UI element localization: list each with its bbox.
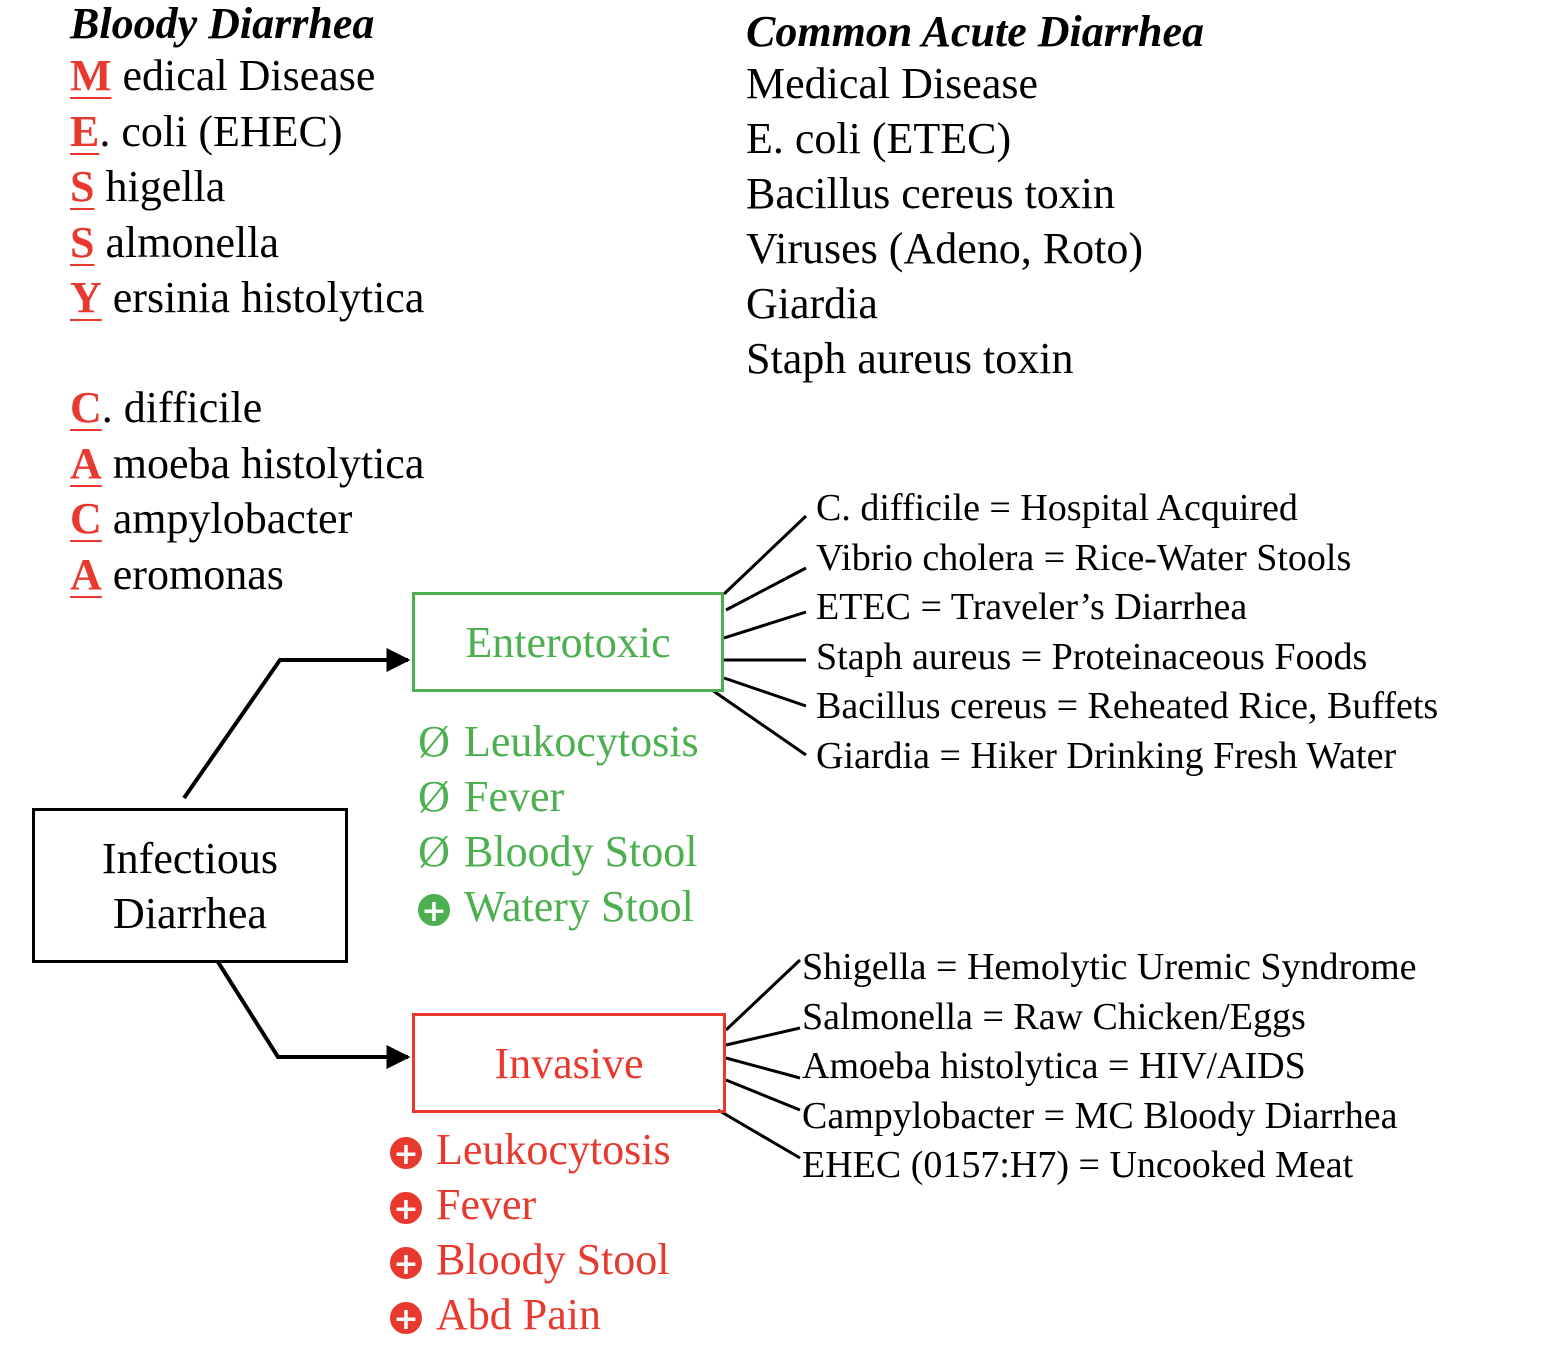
feature-label: Fever <box>436 1180 537 1229</box>
feature-label: Fever <box>464 772 565 821</box>
invasive-fan-lines <box>717 958 802 1160</box>
feature-item: + Fever <box>384 1177 671 1232</box>
mnemonic-item: S higella <box>70 162 226 211</box>
enterotoxic-fan-lines <box>711 514 808 757</box>
feature-label: Watery Stool <box>464 882 694 931</box>
enterotoxic-label: Enterotoxic <box>465 617 671 667</box>
list-item: Viruses (Adeno, Roto) <box>746 224 1143 273</box>
mnemonic-item: S almonella <box>70 217 279 267</box>
association-item: C. difficile = Hospital Acquired <box>816 487 1298 529</box>
list-item: E. coli (ETEC) <box>746 114 1012 163</box>
feature-item: Ø Bloody Stool <box>412 824 699 879</box>
absent-symbol: Ø <box>418 772 450 821</box>
list-item: Staph aureus toxin <box>746 334 1074 383</box>
invasive-box: Invasive <box>412 1013 726 1113</box>
invasive-features: + Leukocytosis + Fever + Bloody Stool + … <box>384 1122 671 1342</box>
infectious-diarrhea-box: Infectious Diarrhea <box>32 808 348 963</box>
root-label-line-2: Diarrhea <box>113 888 267 938</box>
plus-icon: + <box>418 894 450 928</box>
association-item: Bacillus cereus = Reheated Rice, Buffets <box>816 685 1439 727</box>
feature-label: Bloody Stool <box>436 1235 670 1284</box>
root-label-line-1: Infectious <box>102 833 278 883</box>
mnemonic-item: C. difficile <box>70 383 263 432</box>
feature-item: Ø Leukocytosis <box>412 714 699 769</box>
mnemonic-item: A moeba histolytica <box>70 438 425 488</box>
plus-icon: + <box>390 1302 422 1336</box>
association-item: Vibrio cholera = Rice-Water Stools <box>816 536 1352 579</box>
mnemonic-item: M edical Disease <box>70 51 376 100</box>
association-item: Staph aureus = Proteinaceous Foods <box>816 635 1368 678</box>
common-acute-heading: Common Acute Diarrhea <box>746 7 1204 56</box>
feature-item: Ø Fever <box>412 769 699 824</box>
mnemonic-item: Y ersinia histolytica <box>70 273 425 322</box>
association-item: ETEC = Traveler’s Diarrhea <box>816 586 1248 628</box>
feature-item: + Watery Stool <box>412 879 699 934</box>
list-item: Medical Disease <box>746 59 1038 108</box>
feature-label: Leukocytosis <box>464 717 699 766</box>
common-acute-list: Medical Disease E. coli (ETEC) Bacillus … <box>746 56 1143 386</box>
list-item: Giardia <box>746 279 878 328</box>
plus-icon: + <box>390 1192 422 1226</box>
absent-symbol: Ø <box>418 827 450 876</box>
plus-icon: + <box>390 1137 422 1171</box>
feature-label: Leukocytosis <box>436 1125 671 1174</box>
list-item: Bacillus cereus toxin <box>746 169 1116 218</box>
association-item: Amoeba histolytica = HIV/AIDS <box>802 1045 1306 1087</box>
absent-symbol: Ø <box>418 717 450 766</box>
feature-label: Bloody Stool <box>464 827 698 876</box>
feature-label: Abd Pain <box>436 1290 601 1339</box>
enterotoxic-associations: C. difficile = Hospital Acquired Vibrio … <box>816 484 1438 781</box>
feature-item: + Leukocytosis <box>384 1122 671 1177</box>
arrow-to-enterotoxic <box>182 648 411 800</box>
bloody-diarrhea-heading: Bloody Diarrhea <box>70 0 375 48</box>
association-item: Shigella = Hemolytic Uremic Syndrome <box>802 946 1417 988</box>
enterotoxic-features: Ø Leukocytosis Ø Fever Ø Bloody Stool + … <box>412 714 699 934</box>
feature-item: + Bloody Stool <box>384 1232 671 1287</box>
association-item: Salmonella = Raw Chicken/Eggs <box>802 995 1306 1038</box>
mnemonic-item: A eromonas <box>70 549 284 599</box>
mnemonic-item: C ampylobacter <box>70 494 353 543</box>
association-item: Giardia = Hiker Drinking Fresh Water <box>816 734 1397 777</box>
mnemonic-item: E. coli (EHEC) <box>70 106 343 156</box>
association-item: EHEC (0157:H7) = Uncooked Meat <box>802 1144 1354 1186</box>
mnemonic-list-2: C. difficile A moeba histolytica C ampyl… <box>70 380 424 602</box>
enterotoxic-box: Enterotoxic <box>412 592 724 692</box>
plus-icon: + <box>390 1247 422 1281</box>
invasive-associations: Shigella = Hemolytic Uremic Syndrome Sal… <box>802 943 1417 1191</box>
arrow-to-invasive <box>216 960 411 1069</box>
invasive-label: Invasive <box>494 1038 644 1088</box>
association-item: Campylobacter = MC Bloody Diarrhea <box>802 1094 1398 1137</box>
feature-item: + Abd Pain <box>384 1287 671 1342</box>
mnemonic-list-1: M edical Disease E. coli (EHEC) S higell… <box>70 48 424 326</box>
